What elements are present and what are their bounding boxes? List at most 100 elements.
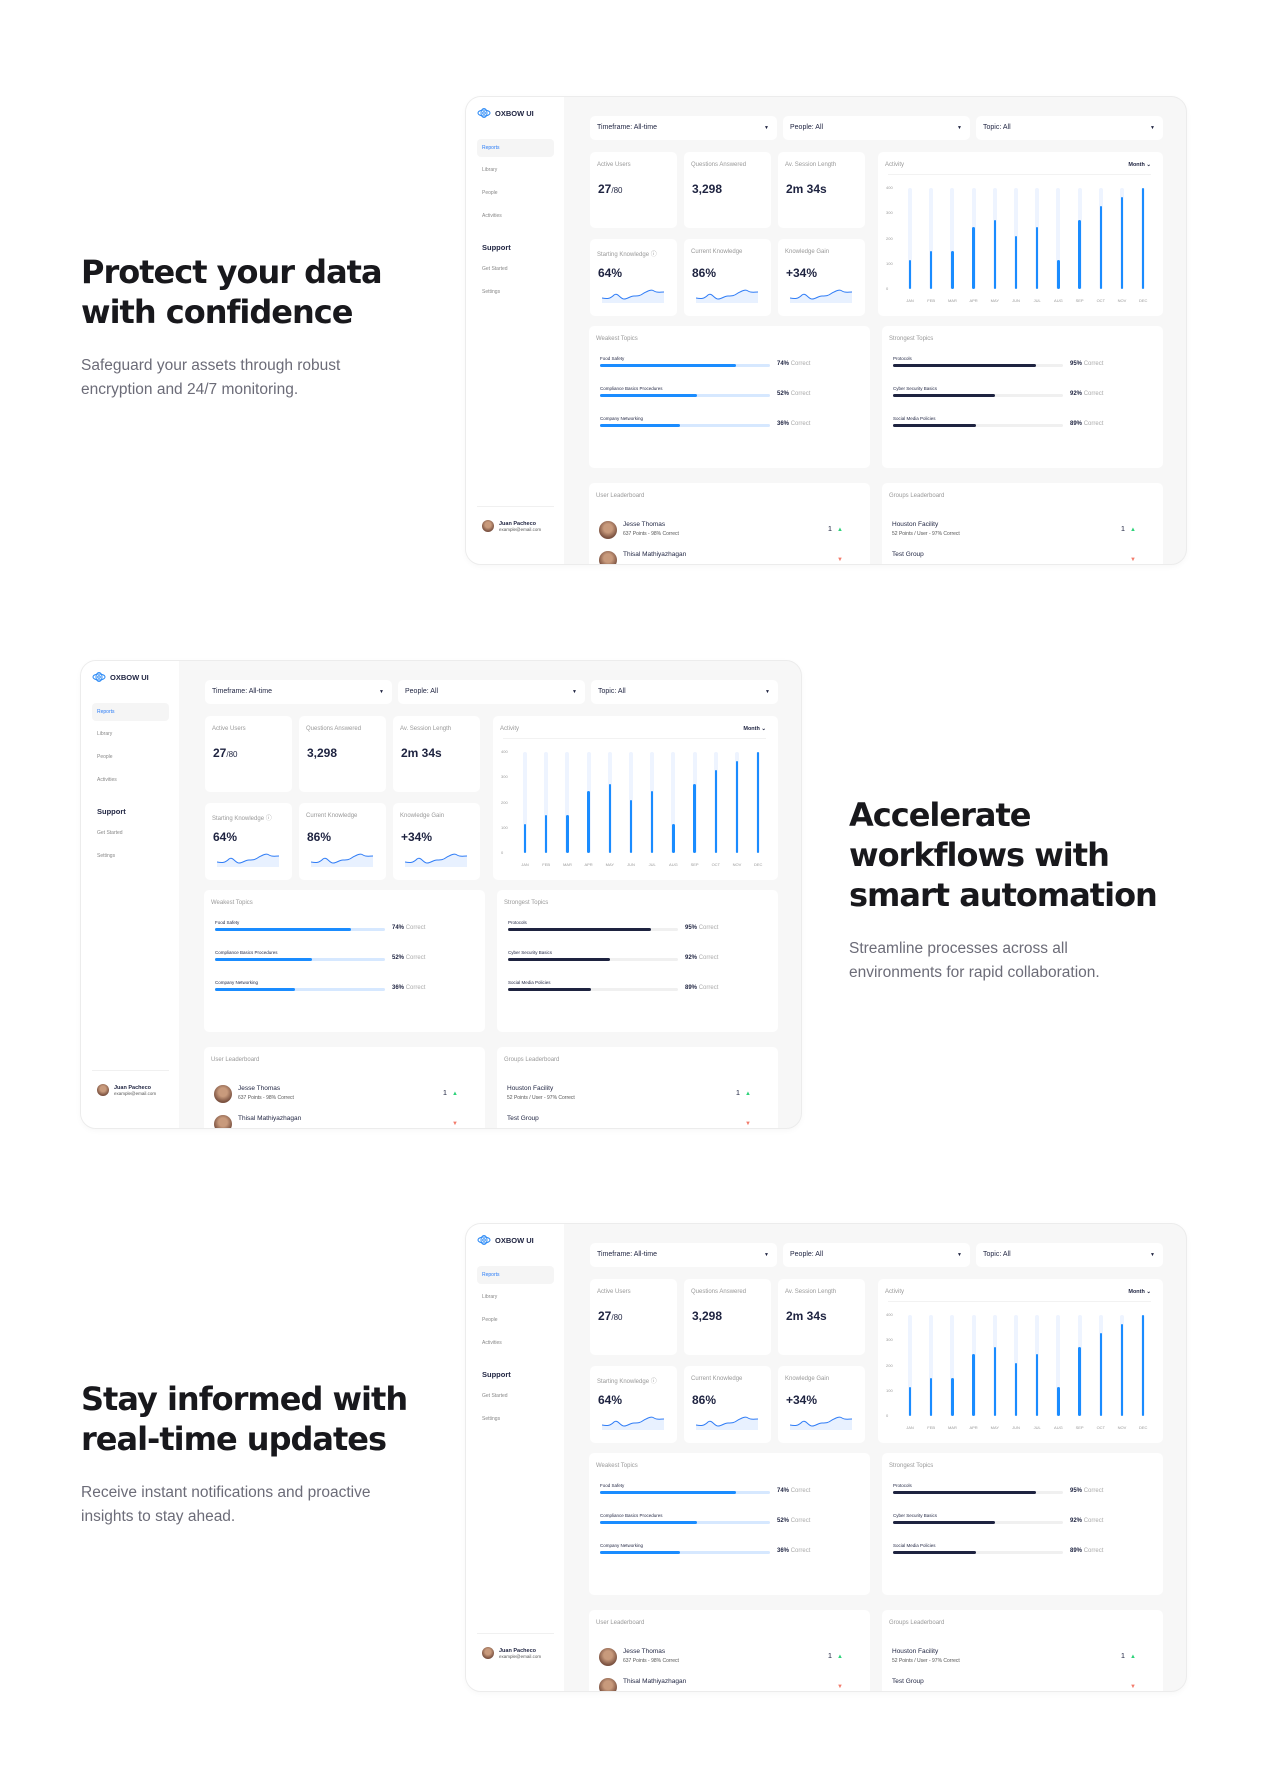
bar-sep[interactable]: [1078, 1346, 1081, 1416]
leaderboard-row[interactable]: Test Group ▼: [892, 551, 1152, 564]
bar-feb[interactable]: [929, 1378, 933, 1416]
bar-may[interactable]: [993, 1346, 997, 1416]
bar-jun[interactable]: [1014, 235, 1018, 289]
sidebar-item-get-started[interactable]: Get Started: [482, 266, 508, 272]
period-dropdown[interactable]: Month ⌄: [743, 726, 766, 732]
topic-row[interactable]: Social Media Policies 89% Correct: [893, 416, 1143, 427]
bar-dec[interactable]: [1141, 1315, 1145, 1416]
sidebar-item-get-started[interactable]: Get Started: [97, 830, 123, 836]
info-icon[interactable]: ⓘ: [650, 1379, 657, 1385]
topic-row[interactable]: Company Networking 36% Correct: [600, 416, 850, 427]
topic-row[interactable]: Social Media Policies 89% Correct: [508, 980, 758, 991]
bar-sep[interactable]: [1078, 219, 1081, 289]
sidebar-item-settings[interactable]: Settings: [482, 289, 501, 295]
bar-feb[interactable]: [929, 251, 933, 289]
sidebar-item-reports[interactable]: Reports: [477, 139, 554, 157]
bar-nov[interactable]: [735, 760, 739, 853]
sidebar-item-reports[interactable]: Reports: [477, 1266, 554, 1284]
bar-mar[interactable]: [951, 251, 954, 289]
bar-aug[interactable]: [1057, 1386, 1060, 1416]
brand-logo[interactable]: OXBOW UI: [92, 672, 149, 682]
leaderboard-row[interactable]: Houston Facility 52 Points / User - 97% C…: [507, 1085, 767, 1109]
filter-dropdown[interactable]: People: All ▼: [783, 116, 970, 140]
leaderboard-row[interactable]: Houston Facility 52 Points / User - 97% C…: [892, 521, 1152, 545]
filter-dropdown[interactable]: Timeframe: All-time ▼: [590, 1243, 777, 1267]
bar-apr[interactable]: [972, 227, 975, 289]
sidebar-item-people[interactable]: People: [97, 754, 113, 760]
user-profile[interactable]: Juan Pacheco example@email.com: [97, 1084, 156, 1096]
filter-dropdown[interactable]: People: All ▼: [783, 1243, 970, 1267]
topic-row[interactable]: Protocols 95% Correct: [893, 356, 1143, 367]
bar-jan[interactable]: [908, 1386, 912, 1416]
bar-dec[interactable]: [756, 752, 760, 853]
sidebar-item-settings[interactable]: Settings: [482, 1416, 501, 1422]
topic-row[interactable]: Company Networking 36% Correct: [600, 1543, 850, 1554]
bar-aug[interactable]: [1057, 259, 1060, 289]
leaderboard-row[interactable]: Jesse Thomas 637 Points - 98% Correct 1 ▲: [599, 1648, 859, 1672]
bar-may[interactable]: [993, 219, 997, 289]
sidebar-item-activities[interactable]: Activities: [482, 213, 502, 219]
topic-row[interactable]: Food Safety 74% Correct: [600, 356, 850, 367]
topic-row[interactable]: Compliance Basics Procedures 52% Correct: [600, 1513, 850, 1524]
sidebar-item-settings[interactable]: Settings: [97, 853, 116, 859]
bar-oct[interactable]: [1099, 1332, 1103, 1416]
sidebar-item-activities[interactable]: Activities: [97, 777, 117, 783]
topic-row[interactable]: Cyber Security Basics 92% Correct: [893, 386, 1143, 397]
bar-apr[interactable]: [972, 1354, 975, 1416]
user-profile[interactable]: Juan Pacheco example@email.com: [482, 1647, 541, 1659]
filter-dropdown[interactable]: People: All ▼: [398, 680, 585, 704]
sidebar-item-library[interactable]: Library: [482, 1294, 498, 1300]
bar-apr[interactable]: [587, 791, 590, 853]
bar-dec[interactable]: [1141, 188, 1145, 289]
topic-row[interactable]: Cyber Security Basics 92% Correct: [508, 950, 758, 961]
period-dropdown[interactable]: Month ⌄: [1128, 1289, 1151, 1295]
filter-dropdown[interactable]: Topic: All ▼: [976, 116, 1163, 140]
bar-oct[interactable]: [1099, 205, 1103, 289]
bar-nov[interactable]: [1120, 1323, 1124, 1416]
bar-nov[interactable]: [1120, 196, 1124, 289]
filter-dropdown[interactable]: Timeframe: All-time ▼: [590, 116, 777, 140]
bar-jul[interactable]: [650, 791, 654, 853]
leaderboard-row[interactable]: Jesse Thomas 637 Points - 98% Correct 1 ▲: [214, 1085, 474, 1109]
topic-row[interactable]: Cyber Security Basics 92% Correct: [893, 1513, 1143, 1524]
bar-jan[interactable]: [908, 259, 912, 289]
brand-logo[interactable]: OXBOW UI: [477, 108, 534, 118]
bar-jun[interactable]: [1014, 1362, 1018, 1416]
sidebar-item-reports[interactable]: Reports: [92, 703, 169, 721]
period-dropdown[interactable]: Month ⌄: [1128, 162, 1151, 168]
topic-row[interactable]: Food Safety 74% Correct: [600, 1483, 850, 1494]
sidebar-item-activities[interactable]: Activities: [482, 1340, 502, 1346]
leaderboard-row[interactable]: Houston Facility 52 Points / User - 97% C…: [892, 1648, 1152, 1672]
bar-aug[interactable]: [672, 823, 675, 853]
leaderboard-row[interactable]: Test Group ▼: [892, 1678, 1152, 1691]
leaderboard-row[interactable]: Jesse Thomas 637 Points - 98% Correct 1 ▲: [599, 521, 859, 545]
topic-row[interactable]: Compliance Basics Procedures 52% Correct: [215, 950, 465, 961]
user-profile[interactable]: Juan Pacheco example@email.com: [482, 520, 541, 532]
filter-dropdown[interactable]: Topic: All ▼: [976, 1243, 1163, 1267]
topic-row[interactable]: Protocols 95% Correct: [508, 920, 758, 931]
sidebar-item-people[interactable]: People: [482, 190, 498, 196]
bar-oct[interactable]: [714, 769, 718, 853]
bar-mar[interactable]: [566, 815, 569, 853]
sidebar-item-library[interactable]: Library: [97, 731, 113, 737]
topic-row[interactable]: Compliance Basics Procedures 52% Correct: [600, 386, 850, 397]
leaderboard-row[interactable]: Thisal Mathiyazhagan ▼: [599, 1678, 859, 1691]
info-icon[interactable]: ⓘ: [265, 816, 272, 822]
topic-row[interactable]: Food Safety 74% Correct: [215, 920, 465, 931]
filter-dropdown[interactable]: Timeframe: All-time ▼: [205, 680, 392, 704]
sidebar-item-people[interactable]: People: [482, 1317, 498, 1323]
bar-mar[interactable]: [951, 1378, 954, 1416]
bar-jul[interactable]: [1035, 1354, 1039, 1416]
bar-jun[interactable]: [629, 799, 633, 853]
topic-row[interactable]: Protocols 95% Correct: [893, 1483, 1143, 1494]
brand-logo[interactable]: OXBOW UI: [477, 1235, 534, 1245]
bar-jul[interactable]: [1035, 227, 1039, 289]
leaderboard-row[interactable]: Thisal Mathiyazhagan ▼: [599, 551, 859, 564]
filter-dropdown[interactable]: Topic: All ▼: [591, 680, 778, 704]
leaderboard-row[interactable]: Thisal Mathiyazhagan ▼: [214, 1115, 474, 1128]
topic-row[interactable]: Social Media Policies 89% Correct: [893, 1543, 1143, 1554]
sidebar-item-get-started[interactable]: Get Started: [482, 1393, 508, 1399]
info-icon[interactable]: ⓘ: [650, 252, 657, 258]
bar-jan[interactable]: [523, 823, 527, 853]
topic-row[interactable]: Company Networking 36% Correct: [215, 980, 465, 991]
